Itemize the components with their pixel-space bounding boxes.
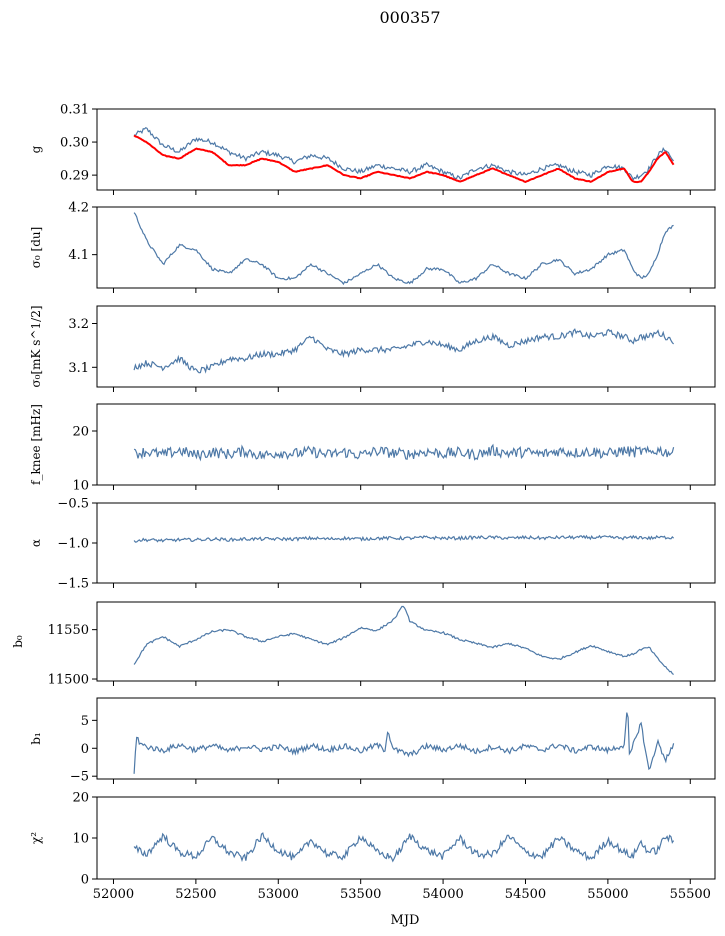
x-tick-label: 54000: [422, 887, 463, 902]
series-line-alpha-0: [133, 534, 675, 543]
y-tick-label-alpha: −0.5: [57, 497, 89, 512]
x-tick-label: 52000: [93, 887, 134, 902]
axes-frame-b0: [96, 601, 716, 682]
series-line-sigma0-mk-0: [133, 328, 675, 374]
y-tick-label-sigma0-du: 4.1: [68, 248, 89, 263]
panels: 0.29 0.30 0.31 g 4.1 4.2 σ₀ [du] 3.1 3.2 σ₀[mK s^…: [11, 103, 716, 902]
x-axis-label: MJD: [391, 913, 420, 928]
y-tick-label-g: 0.30: [60, 136, 89, 151]
x-tick-label: 54500: [505, 887, 546, 902]
axes-frame-chi2: [96, 796, 716, 880]
x-tick-label: 53000: [258, 887, 299, 902]
y-tick-label-g: 0.29: [60, 169, 89, 184]
series-line-chi2-0: [133, 832, 675, 863]
series-line-b0-0: [133, 605, 674, 675]
axes-frame-fknee: [96, 403, 716, 486]
y-axis-label-sigma0-mk: σ₀[mK s^1/2]: [29, 305, 43, 387]
y-tick-label-sigma0-du: 4.2: [68, 201, 89, 216]
y-tick-label-b1: −5: [70, 770, 89, 785]
y-tick-label-fknee: 10: [72, 479, 89, 494]
series-line-fknee-0: [133, 443, 675, 462]
y-tick-label-b0: 11550: [48, 623, 89, 638]
y-axis-label-g: g: [29, 145, 43, 153]
x-tick-label: 55500: [670, 887, 711, 902]
y-tick-label-chi2: 0: [81, 873, 89, 888]
y-axis-label-alpha: α: [29, 539, 43, 547]
y-tick-label-chi2: 10: [72, 832, 89, 847]
y-tick-label-b1: 5: [81, 714, 89, 729]
series-line-sigma0-du-0: [133, 212, 674, 286]
y-tick-label-fknee: 20: [72, 425, 89, 440]
y-axis-label-sigma0-du: σ₀ [du]: [29, 227, 43, 269]
series-line-g-0: [133, 126, 675, 181]
x-tick-label: 53500: [340, 887, 381, 902]
y-tick-label-g: 0.31: [60, 103, 89, 118]
x-tick-label: 55000: [587, 887, 628, 902]
axes-frame-b1: [96, 697, 716, 780]
y-tick-label-alpha: −1.0: [57, 537, 89, 552]
y-tick-label-alpha: −1.5: [57, 577, 89, 592]
axes-frame-sigma0-mk: [96, 305, 716, 388]
y-axis-label-chi2: χ²: [29, 832, 43, 844]
y-tick-label-sigma0-mk: 3.1: [68, 361, 89, 376]
y-tick-label-sigma0-mk: 3.2: [68, 317, 89, 332]
y-tick-label-b0: 11500: [48, 673, 89, 688]
y-axis-label-fknee: f_knee [mHz]: [29, 404, 43, 485]
series-line-b1-0: [133, 712, 675, 774]
figure-title: 000357: [379, 8, 440, 27]
x-tick-label: 52500: [175, 887, 216, 902]
series-line-g-1: [133, 134, 675, 184]
y-axis-label-b1: b₁: [29, 732, 43, 745]
y-axis-label-b0: b₀: [11, 635, 25, 648]
y-tick-label-b1: 0: [81, 742, 89, 757]
y-tick-label-chi2: 20: [72, 791, 89, 806]
axes-frame-alpha: [96, 502, 716, 584]
axes-frame-sigma0-du: [96, 206, 716, 289]
axes-frame-g: [96, 108, 716, 191]
